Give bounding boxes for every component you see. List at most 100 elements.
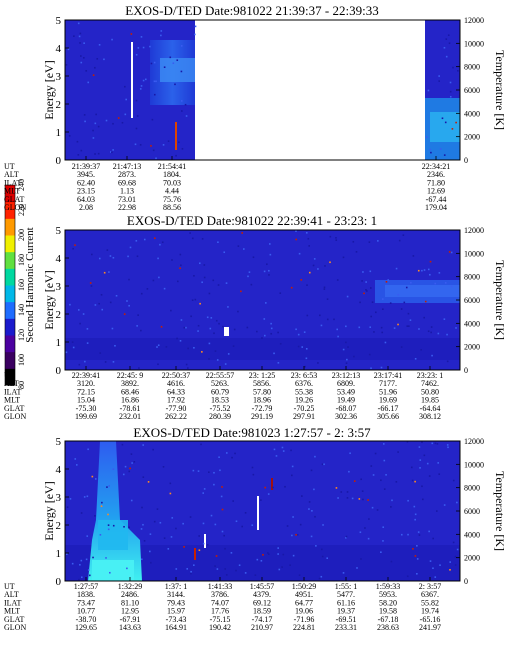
speckle-dot — [138, 367, 140, 369]
orbit-row-label: ILAT — [4, 387, 21, 396]
speckle-dot — [279, 292, 282, 295]
orbit-cell: 3786. — [211, 590, 229, 599]
speckle-dot — [329, 261, 331, 264]
speckle-dot — [261, 337, 263, 339]
orbit-cell: 55.38 — [295, 387, 313, 396]
speckle-dot — [447, 446, 449, 449]
speckle-dot — [443, 318, 446, 320]
y2-tick-label: 8000 — [464, 273, 480, 282]
speckle-dot — [150, 62, 153, 65]
speckle-dot — [365, 281, 367, 283]
speckle-dot — [320, 575, 323, 578]
speckle-dot — [382, 443, 385, 445]
speckle-dot — [326, 557, 329, 560]
orbit-cell: 10.77 — [77, 607, 95, 616]
orbit-cell: 1.13 — [120, 187, 134, 196]
speckle-dot — [112, 524, 115, 527]
speckle-dot — [306, 284, 308, 286]
y2-tick-label: 8000 — [464, 484, 480, 493]
speckle-dot — [159, 243, 161, 246]
panel-3: EXOS-D/TED Date:981023 1:27:57 - 2: 3:57… — [4, 425, 505, 632]
orbit-cell: -38.70 — [76, 615, 97, 624]
speckle-dot — [256, 558, 259, 561]
orbit-cell: 210.97 — [251, 623, 273, 632]
speckle-dot — [295, 238, 298, 241]
speckle-dot — [432, 567, 434, 570]
speckle-dot — [171, 517, 174, 519]
orbit-cell: 1:59:33 — [376, 582, 400, 591]
orbit-cell: 68.46 — [121, 387, 139, 396]
speckle-dot — [104, 361, 107, 363]
speckle-dot — [434, 442, 437, 445]
speckle-dot — [121, 121, 124, 124]
speckle-dot — [224, 568, 227, 570]
orbit-cell: 1:41:33 — [208, 582, 232, 591]
orbit-cell: 2.08 — [79, 203, 93, 212]
speckle-dot — [130, 453, 133, 455]
speckle-dot — [383, 488, 386, 490]
y-tick-label: 5 — [56, 225, 62, 237]
orbit-cell: 291.19 — [251, 412, 273, 421]
speckle-dot — [216, 568, 219, 570]
speckle-dot — [385, 474, 387, 476]
speckle-dot — [189, 516, 192, 518]
orbit-cell: 6367. — [421, 590, 439, 599]
speckle-dot — [407, 499, 409, 502]
speckle-dot — [448, 42, 451, 45]
orbit-cell: 21:47:13 — [113, 162, 141, 171]
speckle-dot — [110, 151, 112, 153]
speckle-dot — [155, 157, 157, 160]
speckle-dot — [323, 286, 326, 289]
speckle-dot — [405, 286, 408, 289]
speckle-dot — [128, 526, 130, 529]
orbit-row-label: UT — [4, 162, 15, 171]
speckle-dot — [180, 264, 182, 267]
speckle-dot — [315, 545, 317, 547]
orbit-cell: 305.66 — [377, 412, 399, 421]
panel-2-spectrogram — [65, 230, 460, 370]
orbit-cell: 1:37: 1 — [165, 582, 187, 591]
y2-tick-label: 2000 — [464, 554, 480, 563]
speckle-dot — [390, 506, 392, 508]
orbit-cell: 5263. — [211, 379, 229, 388]
speckle-dot — [455, 121, 457, 124]
orbit-cell: 190.42 — [209, 623, 231, 632]
orbit-cell: 61.16 — [337, 598, 355, 607]
speckle-dot — [181, 147, 184, 150]
speckle-dot — [183, 546, 185, 548]
speckle-dot — [79, 42, 81, 44]
speckle-dot — [414, 555, 417, 557]
speckle-dot — [97, 125, 100, 128]
speckle-dot — [131, 462, 133, 464]
speckle-dot — [308, 501, 311, 503]
speckle-dot — [335, 237, 337, 239]
panel-2-axes: 0 1 2 3 4 5 0 2000 4000 6000 8000 10000 12000 — [56, 225, 485, 377]
orbit-cell: -64.64 — [420, 404, 441, 413]
orbit-cell: 1:50:29 — [292, 582, 316, 591]
speckle-dot — [142, 79, 145, 82]
speckle-dot — [248, 271, 251, 273]
speckle-dot — [219, 469, 221, 472]
speckle-dot — [140, 36, 143, 38]
speckle-dot — [345, 325, 347, 328]
speckle-dot — [449, 81, 452, 84]
speckle-dot — [137, 314, 139, 316]
y2-tick-label: 4000 — [464, 319, 480, 328]
orbit-cell: 16.86 — [121, 396, 139, 405]
speckle-dot — [83, 114, 86, 116]
y-tick-label: 4 — [56, 464, 62, 476]
panel-1-spectrogram — [65, 20, 460, 160]
speckle-dot — [385, 281, 388, 283]
orbit-cell: 19.26 — [295, 396, 313, 405]
speckle-dot — [416, 572, 418, 575]
orbit-cell: 1:27:57 — [74, 582, 98, 591]
panel-3-spectrogram — [65, 441, 460, 581]
speckle-dot — [129, 246, 132, 249]
speckle-dot — [163, 537, 166, 539]
speckle-dot — [308, 508, 310, 510]
orbit-row-label: GLAT — [4, 615, 25, 624]
speckle-dot — [282, 553, 285, 556]
colorbar-swatch — [5, 351, 15, 369]
orbit-cell: 22:39:41 — [72, 371, 100, 380]
speckle-dot — [217, 284, 220, 286]
